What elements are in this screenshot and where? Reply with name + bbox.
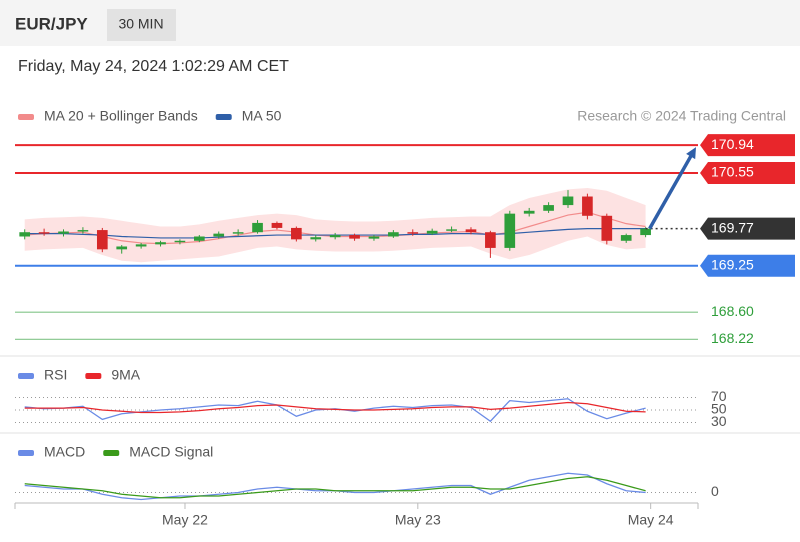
candle-body <box>407 232 419 234</box>
candle-body <box>193 236 205 241</box>
interval-box <box>107 9 176 41</box>
candle-body <box>368 236 380 239</box>
candle-body <box>349 235 360 239</box>
legend-swatch <box>215 114 232 120</box>
legend-label: MACD <box>44 444 85 460</box>
level-label-box <box>700 134 795 157</box>
symbol: EUR/JPY <box>15 14 88 33</box>
candle-body <box>155 242 166 245</box>
bollinger-band <box>24 187 646 263</box>
line <box>24 401 646 414</box>
line <box>24 476 646 499</box>
candle-body <box>96 230 108 250</box>
candle-body <box>310 237 322 240</box>
level-label-box <box>700 161 795 184</box>
candle-body <box>19 232 31 237</box>
candle-body <box>174 240 186 243</box>
line <box>24 472 646 501</box>
candle-body <box>620 235 632 241</box>
candle-body <box>388 232 399 237</box>
candle-body <box>465 229 477 233</box>
level-label: 168.60 <box>711 303 754 319</box>
target-arrow <box>648 153 694 230</box>
legend-label: MA 50 <box>242 108 282 124</box>
level-label-box <box>700 217 795 240</box>
legend-swatch <box>18 373 34 379</box>
candle-body <box>601 215 613 241</box>
legend-label: RSI <box>44 367 67 383</box>
candle-body <box>38 232 50 234</box>
candle-body <box>640 228 651 236</box>
candle-body <box>426 230 438 234</box>
y-tick-label: 30 <box>711 413 727 429</box>
legend-label: 9MA <box>111 367 140 383</box>
candle-body <box>446 229 457 231</box>
candle-body <box>485 232 496 248</box>
candle-body <box>291 227 302 240</box>
candle-body <box>543 205 554 211</box>
source: Research © 2024 Trading Central <box>577 108 786 124</box>
level-label: 170.55 <box>711 164 754 180</box>
level-label: 169.77 <box>711 219 754 235</box>
candle-body <box>135 244 147 247</box>
candle-body <box>58 231 69 234</box>
y-tick-label: 50 <box>711 401 727 417</box>
legend-swatch <box>18 114 34 120</box>
legend-swatch <box>85 373 102 379</box>
candle-body <box>77 230 89 232</box>
legend-swatch <box>18 450 34 456</box>
candle-body <box>504 213 516 248</box>
candle-body <box>252 222 263 233</box>
candle-body <box>116 246 128 250</box>
y-tick-label: 70 <box>711 388 727 404</box>
interval: 30 MIN <box>118 16 163 32</box>
candle-body <box>271 222 283 228</box>
legend-swatch <box>103 450 120 456</box>
candle-body <box>329 235 341 238</box>
x-tick-label: May 22 <box>162 512 208 528</box>
target-arrowhead <box>686 147 696 160</box>
legend-label: MACD Signal <box>129 444 213 460</box>
candle-body <box>582 196 593 216</box>
x-tick-label: May 24 <box>628 512 674 528</box>
candle-body <box>213 233 225 237</box>
level-label-box <box>700 254 795 277</box>
x-tick-label: May 23 <box>395 512 441 528</box>
datetime: Friday, May 24, 2024 1:02:29 AM CET <box>18 58 289 75</box>
level-label: 168.22 <box>711 330 754 346</box>
level-label: 170.94 <box>711 136 754 152</box>
y-tick-label: 0 <box>711 483 719 499</box>
candle-body <box>232 232 244 234</box>
candle-body <box>523 210 535 214</box>
legend-label: MA 20 + Bollinger Bands <box>44 108 198 124</box>
level-label: 169.25 <box>711 256 754 272</box>
candle-body <box>562 196 574 206</box>
